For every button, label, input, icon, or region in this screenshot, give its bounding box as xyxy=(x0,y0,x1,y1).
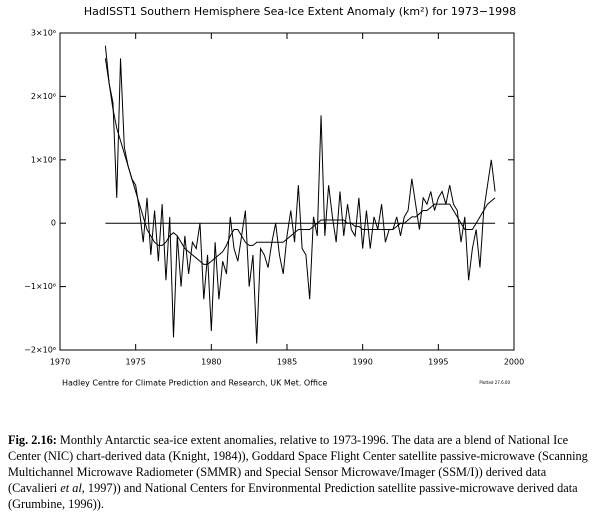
caption-text: , 1997)) and National Centers for Enviro… xyxy=(8,481,578,511)
y-tick-label: 3×10⁶ xyxy=(31,29,56,38)
y-tick-label: 0 xyxy=(51,219,56,228)
y-tick-label: −1×10⁶ xyxy=(24,282,56,291)
caption: Fig. 2.16: Monthly Antarctic sea-ice ext… xyxy=(8,432,590,512)
chart: HadISST1 Southern Hemisphere Sea-Ice Ext… xyxy=(24,5,524,388)
x-tick-label: 1995 xyxy=(428,358,448,367)
series-line xyxy=(104,45,496,344)
x-tick-label: 1985 xyxy=(277,358,297,367)
series-line xyxy=(104,58,496,265)
caption-text: Monthly Antarctic sea-ice extent anomali… xyxy=(8,433,588,495)
x-tick-label: 2000 xyxy=(504,358,524,367)
plot-frame xyxy=(59,32,515,351)
caption-italic: et al xyxy=(60,481,82,495)
stamp: Plotted 27.6.00 xyxy=(479,380,510,385)
caption-label: Fig. 2.16: xyxy=(8,433,57,447)
x-tick-label: 1970 xyxy=(50,358,70,367)
y-tick-label: 2×10⁶ xyxy=(31,92,56,101)
chart-title: HadISST1 Southern Hemisphere Sea-Ice Ext… xyxy=(84,5,516,18)
y-tick-label: −2×10⁶ xyxy=(24,346,56,355)
x-tick-label: 1990 xyxy=(352,358,372,367)
credit: Hadley Centre for Climate Prediction and… xyxy=(62,379,327,388)
x-tick-label: 1975 xyxy=(125,358,145,367)
x-tick-label: 1980 xyxy=(201,358,221,367)
y-tick-label: 1×10⁶ xyxy=(31,155,56,164)
